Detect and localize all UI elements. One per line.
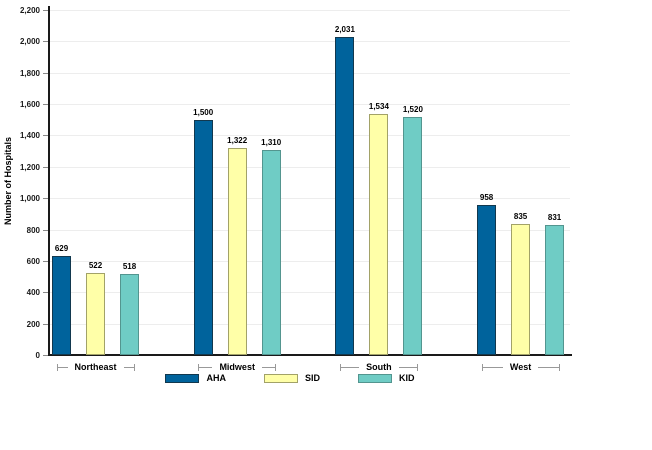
gridline: [50, 10, 570, 11]
bar-value-label: 1,500: [193, 107, 214, 117]
y-tick-label: 400: [26, 288, 40, 298]
y-tick-label: 600: [26, 256, 40, 266]
bar-value-label: 831: [547, 212, 562, 222]
group-bracket-left: [339, 363, 360, 371]
y-axis-tick: [43, 41, 48, 43]
bar-value-label: 518: [122, 261, 137, 271]
y-axis-tick: [43, 166, 48, 168]
y-tick-label: 1,000: [19, 194, 40, 204]
bar-kid-midwest: [261, 149, 281, 355]
y-axis-tick: [43, 323, 48, 325]
group-bracket-right: [398, 363, 418, 371]
gridline: [50, 323, 570, 325]
bar-value-label: 2,031: [334, 24, 355, 34]
y-axis-tick: [43, 104, 48, 106]
bracket-tick: [133, 363, 135, 371]
gridline: [50, 198, 570, 200]
bar-value-label: 958: [479, 192, 494, 202]
bracket-tick: [481, 363, 483, 371]
legend: AHA SID KID: [50, 373, 530, 383]
y-tick-label: 1,200: [19, 162, 40, 172]
bracket-tick: [558, 363, 560, 371]
group-label-west: West: [481, 361, 560, 373]
gridline: [50, 229, 570, 231]
group-bracket-left: [198, 363, 213, 371]
bracket-tick: [416, 363, 418, 371]
group-label-text: Northeast: [74, 362, 117, 372]
legend-item-sid: SID: [263, 373, 320, 383]
bar-value-label: 1,322: [227, 135, 248, 145]
y-tick-label: 1,400: [19, 131, 40, 141]
bar-aha-west: [477, 204, 497, 355]
y-tick-label: 2,000: [19, 37, 40, 47]
bar-sid-northeast: [86, 273, 105, 355]
legend-item-kid: KID: [358, 373, 415, 383]
group-label-south: South: [339, 361, 418, 373]
bracket-tick: [339, 363, 341, 371]
x-axis-line: [48, 354, 572, 356]
bar-value-label: 1,534: [368, 102, 389, 112]
group-bracket-left: [56, 363, 68, 371]
legend-swatch: [358, 373, 392, 383]
bar-value-label: 835: [513, 212, 528, 222]
y-axis-tick: [43, 135, 48, 137]
group-label-midwest: Midwest: [198, 361, 277, 373]
gridline: [50, 72, 570, 74]
y-tick-label: 0: [35, 351, 40, 360]
y-axis-tick: [43, 355, 48, 356]
y-tick-label: 800: [26, 225, 40, 235]
y-tick-label: 200: [26, 319, 40, 329]
group-bracket-right: [123, 363, 135, 371]
bar-sid-midwest: [227, 147, 247, 355]
bar-value-label: 1,520: [402, 104, 423, 114]
y-axis-tick: [43, 72, 48, 74]
bar-kid-west: [545, 224, 565, 355]
y-tick-label: 1,800: [19, 68, 40, 78]
bracket-tick: [198, 363, 200, 371]
bar-aha-midwest: [193, 119, 213, 355]
bar-aha-south: [335, 36, 355, 355]
group-label-text: West: [509, 362, 532, 372]
y-axis-tick: [43, 10, 48, 11]
legend-item-aha: AHA: [165, 373, 226, 383]
group-bracket-left: [481, 363, 503, 371]
legend-swatch: [263, 373, 298, 383]
gridline: [50, 104, 570, 106]
bar-kid-south: [403, 116, 423, 355]
bar-value-label: 629: [54, 244, 69, 254]
y-tick-label: 1,600: [19, 100, 40, 110]
bar-sid-west: [511, 224, 531, 355]
legend-label: AHA: [206, 373, 226, 383]
gridline: [50, 41, 570, 43]
gridline: [50, 260, 570, 262]
y-tick-label: 2,200: [19, 6, 40, 15]
gridline: [50, 292, 570, 294]
y-axis-tick: [43, 260, 48, 262]
group-label-text: Midwest: [219, 362, 255, 372]
gridline: [50, 166, 570, 168]
bracket-tick: [275, 363, 277, 371]
bar-value-label: 522: [88, 261, 103, 271]
legend-label: SID: [304, 373, 320, 383]
group-label-text: South: [366, 362, 392, 372]
group-label-northeast: Northeast: [56, 361, 135, 373]
group-bracket-right: [538, 363, 560, 371]
bracket-tick: [56, 363, 58, 371]
y-axis-line: [48, 6, 50, 356]
y-axis-tick: [43, 229, 48, 231]
gridline: [50, 135, 570, 137]
legend-label: KID: [399, 373, 415, 383]
y-axis-tick: [43, 198, 48, 200]
y-axis-tick: [43, 292, 48, 294]
bar-kid-northeast: [120, 273, 139, 355]
bar-aha-northeast: [52, 256, 71, 355]
bar-value-label: 1,310: [261, 137, 282, 147]
legend-swatch: [165, 373, 200, 383]
bar-sid-south: [369, 114, 389, 355]
group-bracket-right: [261, 363, 277, 371]
